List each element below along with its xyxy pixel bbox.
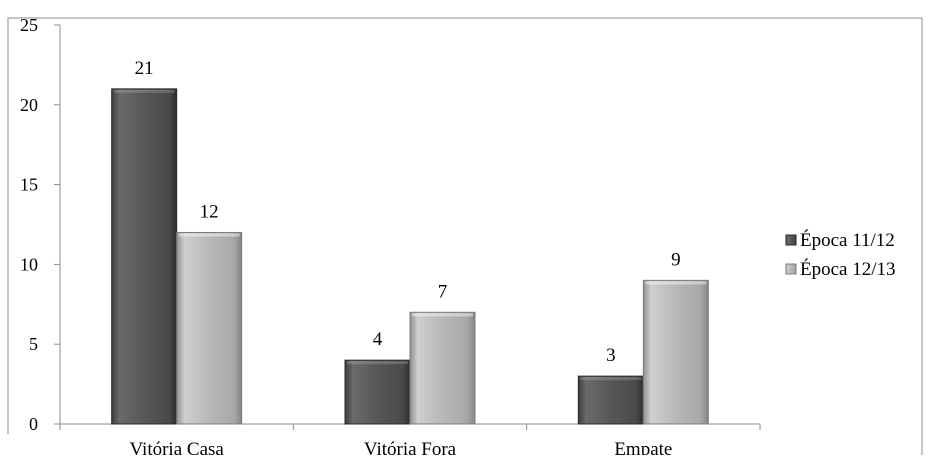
- legend-label: Época 12/13: [800, 258, 896, 280]
- bar-highlight: [645, 281, 707, 285]
- y-tick-label: 25: [20, 15, 38, 35]
- bar: [642, 279, 709, 425]
- bar: [111, 88, 178, 425]
- data-label: 3: [606, 345, 616, 366]
- legend-label: Época 11/12: [800, 229, 895, 251]
- data-label: 4: [373, 329, 383, 350]
- data-label: 12: [200, 201, 219, 222]
- y-tick-label: 10: [20, 254, 38, 274]
- chart-frame: [7, 17, 923, 455]
- y-tick-label: 0: [29, 414, 38, 434]
- legend-swatch: [785, 234, 797, 246]
- data-label: 7: [438, 281, 448, 302]
- y-tick-label: 20: [20, 95, 38, 115]
- bar-highlight: [580, 377, 642, 381]
- y-tick-label: 15: [20, 175, 38, 195]
- x-tick-label: Vitória Casa: [129, 439, 224, 455]
- bar: [577, 375, 644, 425]
- bar-highlight: [347, 361, 408, 365]
- bar-highlight: [412, 313, 473, 317]
- data-label: 9: [671, 249, 681, 270]
- bar: [344, 359, 411, 425]
- bar-highlight: [113, 89, 175, 93]
- x-tick-label: Vitória Fora: [364, 439, 457, 455]
- x-tick-label: Empate: [614, 439, 672, 455]
- bar: [176, 231, 243, 425]
- legend-swatch: [785, 263, 797, 275]
- bar-highlight: [178, 233, 240, 237]
- bar: [409, 311, 476, 425]
- data-label: 21: [135, 58, 154, 79]
- y-tick-label: 5: [29, 334, 38, 354]
